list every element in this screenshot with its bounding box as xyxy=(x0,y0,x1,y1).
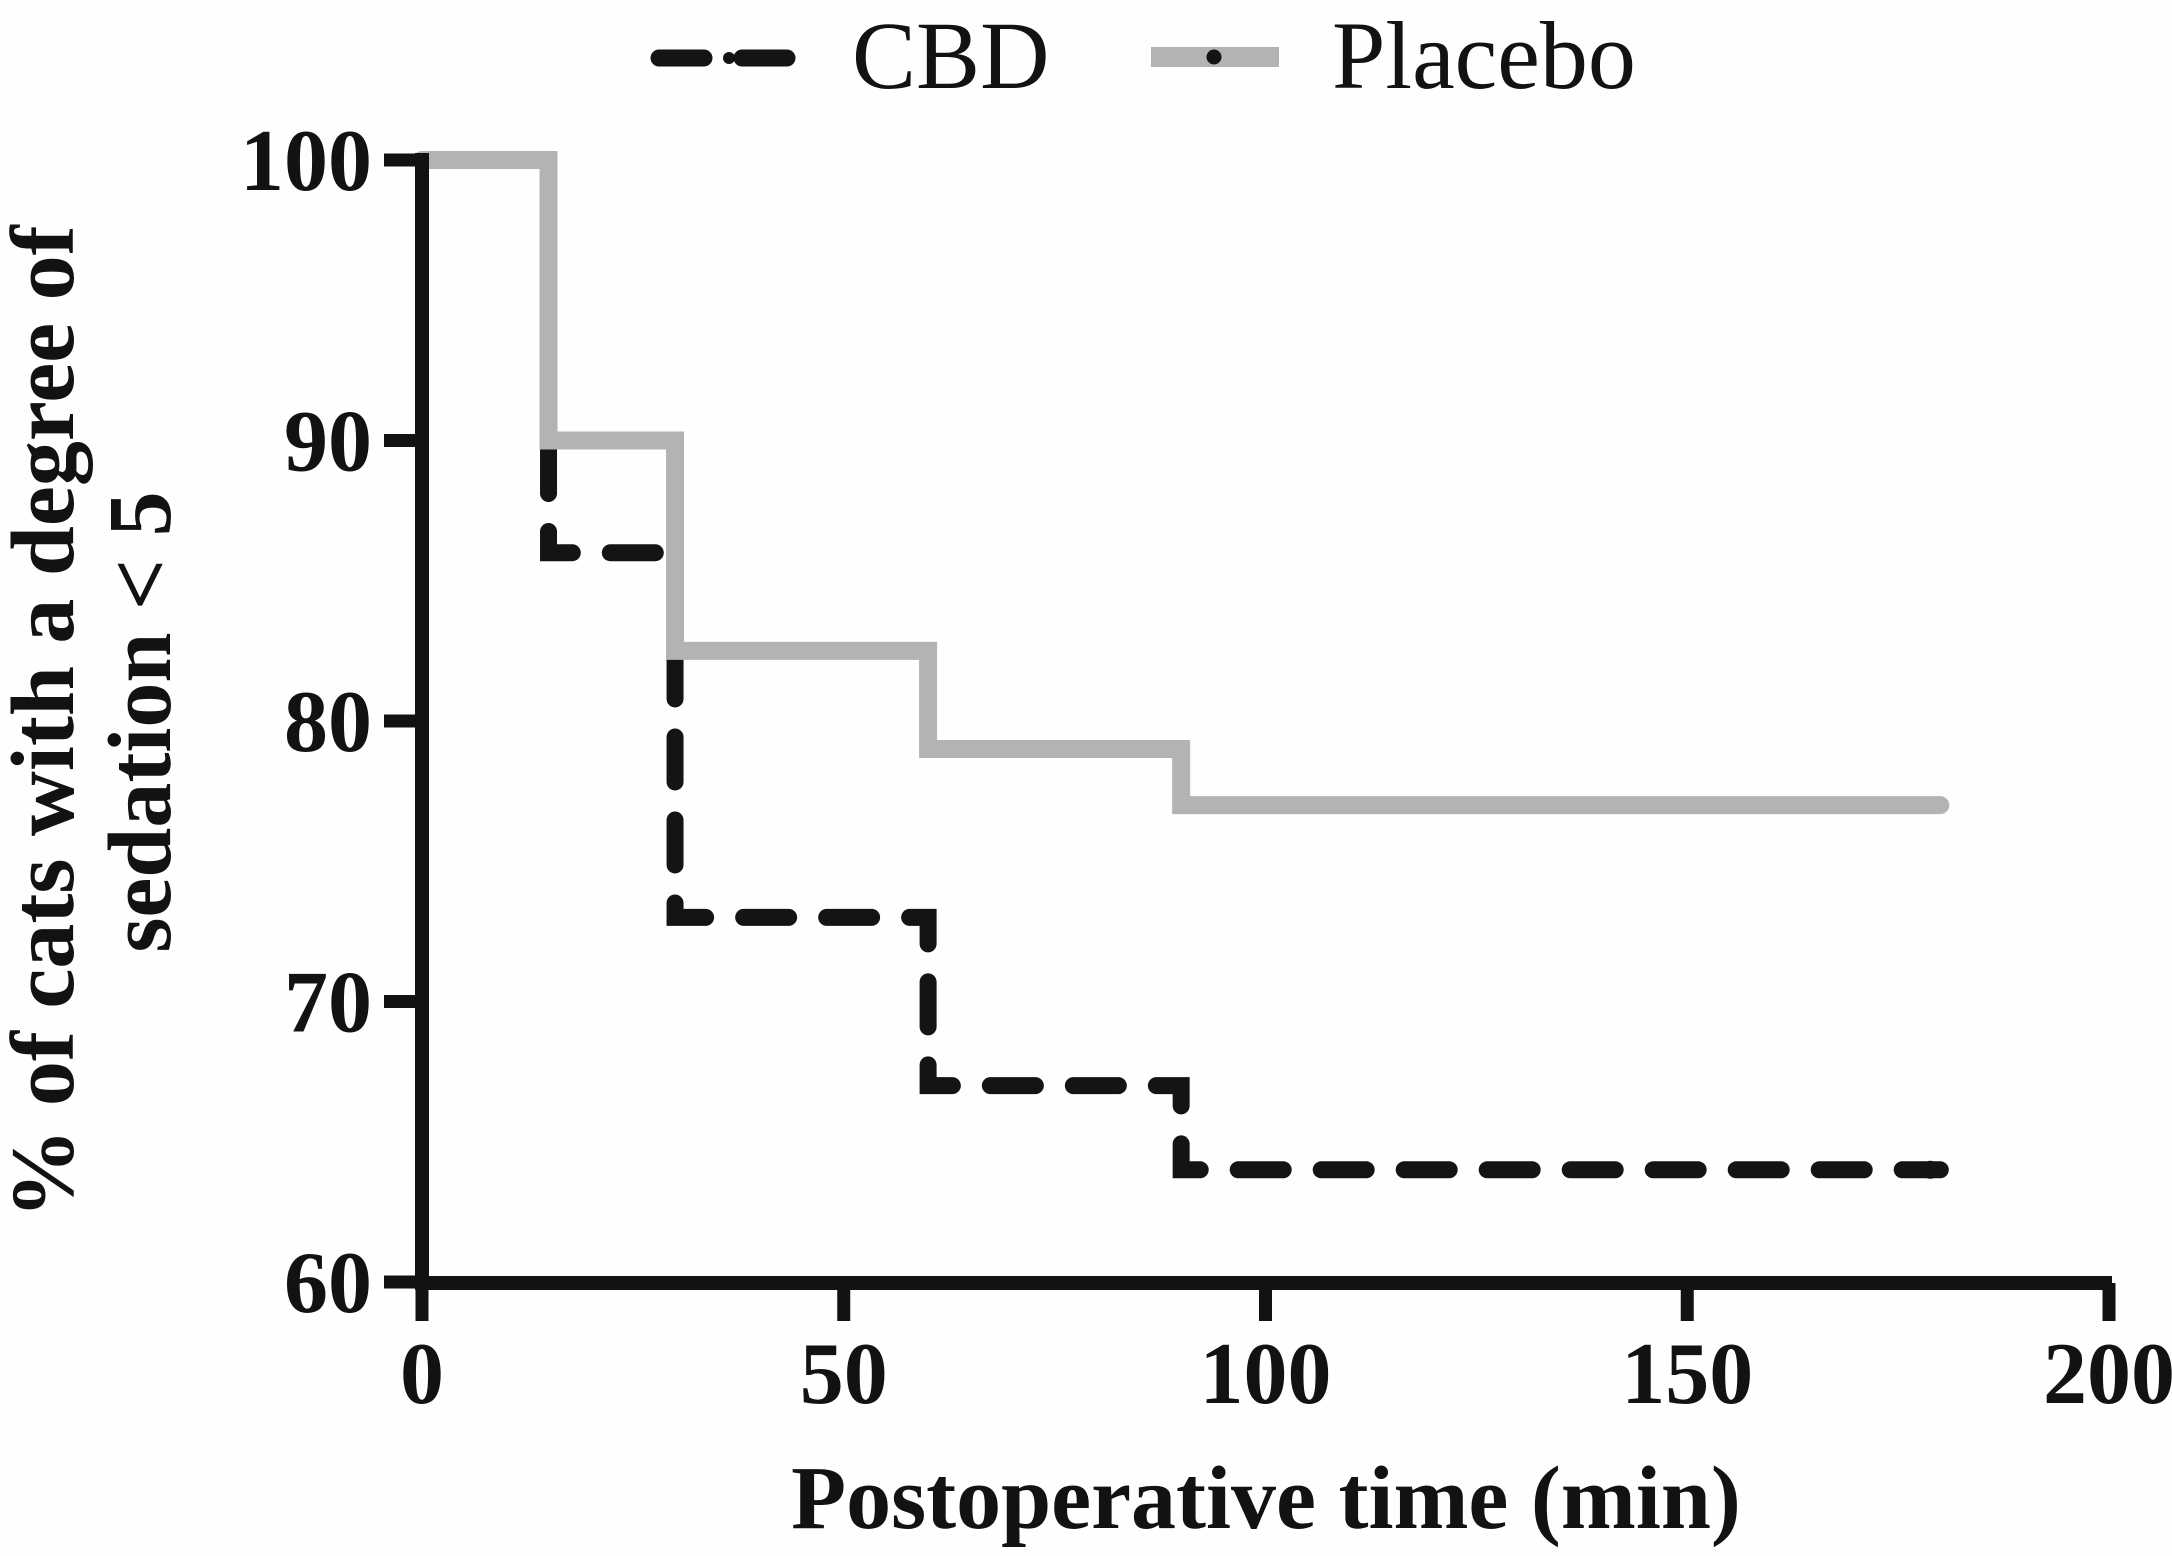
placebo-legend-label: Placebo xyxy=(1332,2,1636,109)
legend: CBD Placebo xyxy=(650,2,1636,109)
axis-spines xyxy=(415,153,2112,1290)
x-tick-label-200: 200 xyxy=(2043,1326,2172,1423)
y-axis-title-line2: sedation < 5 xyxy=(91,491,190,952)
placebo-curve xyxy=(413,151,1950,815)
x-tick-label-100: 100 xyxy=(1200,1326,1332,1423)
placebo-legend-marker-dot xyxy=(1206,49,1222,65)
x-tick-label-150: 150 xyxy=(1621,1326,1753,1423)
y-tick-label-70: 70 xyxy=(284,955,372,1052)
y-tick-label-100: 100 xyxy=(240,113,372,210)
axes-layer: 0 50 100 150 200 60 70 80 90 100 xyxy=(240,113,2172,1423)
cbd-legend-marker-dot xyxy=(723,52,735,64)
cbd-curve xyxy=(413,151,1949,1179)
y-tick-label-90: 90 xyxy=(284,394,372,491)
y-tick-label-60: 60 xyxy=(284,1235,372,1332)
y-tick-label-80: 80 xyxy=(284,674,372,771)
cbd-legend-label: CBD xyxy=(852,2,1049,109)
x-tick-label-0: 0 xyxy=(400,1326,444,1423)
series-layer xyxy=(413,151,1950,1179)
y-axis-title-line1: % of cats with a degree of xyxy=(0,224,93,1218)
x-tick-label-50: 50 xyxy=(800,1326,888,1423)
x-axis-title: Postoperative time (min) xyxy=(791,1449,1741,1548)
cbd-end-dot xyxy=(1921,1160,1940,1179)
